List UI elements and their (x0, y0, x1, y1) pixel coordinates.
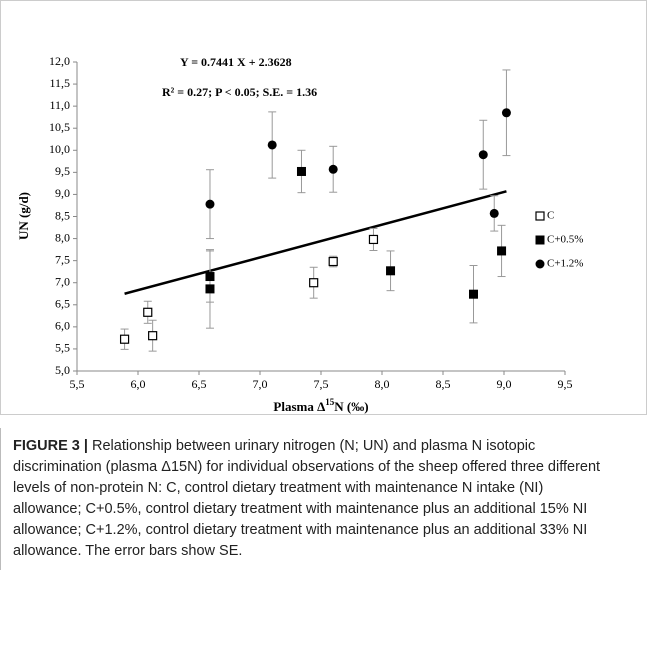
legend-label: C+0.5% (547, 234, 583, 246)
x-axis-label-part: Plasma Δ (273, 399, 325, 414)
point (309, 278, 319, 288)
caption: FIGURE 3 | Relationship between urinary … (0, 428, 625, 570)
x-tick-label: 6,0 (131, 377, 146, 391)
x-tick-label: 9,5 (558, 377, 573, 391)
x-axis-label: Plasma Δ15N (‰) (273, 397, 368, 414)
x-tick-label: 7,0 (253, 377, 268, 391)
caption-label: FIGURE 3 | (13, 438, 88, 454)
point (368, 234, 379, 245)
y-tick-label: 6,0 (55, 319, 70, 333)
point (469, 289, 478, 299)
x-tick-label: 5,5 (70, 377, 85, 391)
y-tick-label: 11,0 (49, 98, 70, 112)
legend-label: C (547, 210, 554, 222)
point (205, 284, 215, 294)
point (328, 256, 338, 267)
x-tick-label: 8,5 (436, 377, 451, 391)
x-tick-label: 8,0 (375, 377, 390, 391)
legend-label: C+1.2% (547, 258, 583, 270)
point (143, 307, 153, 317)
chart: Y = 0.7441 X + 2.3628 R² = 0.27; P < 0.0… (0, 0, 647, 415)
point (501, 108, 511, 118)
y-axis-label: UN (g/d) (16, 192, 31, 240)
point (267, 140, 277, 150)
legend-marker (535, 235, 545, 245)
x-axis-label-part: 15 (325, 397, 335, 407)
point (148, 331, 158, 341)
point (328, 164, 338, 174)
x-axis-label-part: N (‰) (334, 399, 368, 414)
y-tick-label: 9,0 (55, 186, 70, 200)
point (478, 150, 488, 160)
legend-marker (535, 259, 545, 269)
y-tick-label: 11,5 (49, 76, 70, 90)
legend-marker (535, 211, 545, 221)
point (489, 208, 499, 218)
y-tick-label: 5,5 (55, 341, 70, 355)
point (205, 199, 215, 209)
point (119, 334, 130, 344)
annotation: Y = 0.7441 X + 2.3628 (180, 55, 292, 69)
y-tick-label: 8,0 (55, 230, 70, 244)
x-tick-label: 7,5 (314, 377, 329, 391)
point (296, 166, 306, 176)
frame (0, 0, 647, 415)
y-tick-label: 10,5 (49, 120, 70, 134)
y-tick-label: 8,5 (55, 208, 70, 222)
point (497, 246, 507, 256)
y-tick-label: 10,0 (49, 142, 70, 156)
caption-text: Relationship between urinary nitrogen (N… (13, 438, 601, 559)
y-tick-label: 9,5 (55, 164, 70, 178)
y-tick-label: 6,5 (55, 297, 70, 311)
annotation: R² = 0.27; P < 0.05; S.E. = 1.36 (162, 85, 317, 99)
y-tick-label: 7,5 (55, 252, 70, 266)
y-tick-label: 12,0 (49, 54, 70, 68)
x-tick-label: 6,5 (192, 377, 207, 391)
trendline (124, 190, 507, 295)
point (205, 272, 215, 282)
point (386, 266, 396, 276)
y-tick-label: 5,0 (55, 363, 70, 377)
y-tick-label: 7,0 (55, 274, 70, 288)
x-tick-label: 9,0 (497, 377, 512, 391)
